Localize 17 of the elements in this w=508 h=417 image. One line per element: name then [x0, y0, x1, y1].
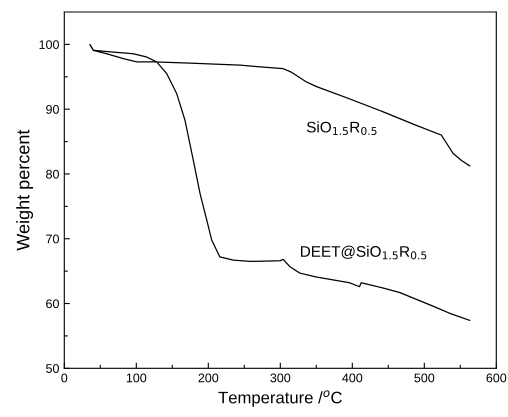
y-tick-label: 100: [40, 40, 59, 50]
y-tick-label: 80: [46, 170, 59, 179]
series-label: SiO$_{1.5}$R$_{0.5}$: [306, 121, 377, 136]
x-tick-label: 100: [126, 373, 146, 382]
y-tick-label: 60: [46, 299, 59, 308]
y-axis-title: Weight percent: [16, 130, 34, 251]
x-tick-label: 500: [414, 373, 434, 382]
x-tick-label: 400: [342, 373, 362, 382]
y-tick-label: 90: [46, 104, 59, 114]
x-axis-title: Temperature /$^{o}$C: [218, 390, 342, 407]
x-tick-label: 300: [270, 373, 290, 382]
x-tick-label: 200: [198, 373, 218, 382]
x-tick-label: 600: [486, 373, 506, 382]
y-tick-label: 50: [46, 364, 59, 373]
series-label: DEET@SiO$_{1.5}$R$_{0.5}$: [300, 246, 426, 260]
x-tick-label: 0: [61, 373, 68, 382]
y-tick-label: 70: [46, 234, 59, 244]
